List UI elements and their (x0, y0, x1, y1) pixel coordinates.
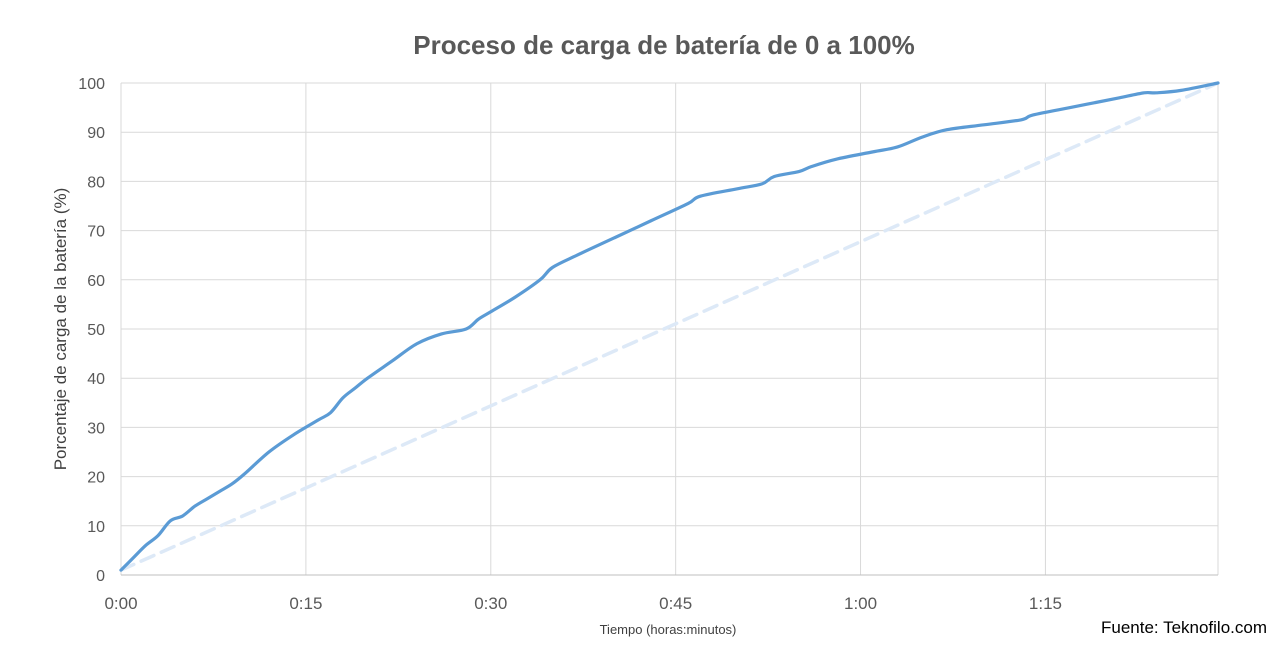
reference-linear-line (119, 81, 1220, 572)
x-tick-label: 1:00 (844, 594, 877, 613)
source-note: Fuente: Teknofilo.com (1101, 618, 1267, 637)
x-axis-label: Tiempo (horas:minutos) (600, 622, 737, 637)
chart-title: Proceso de carga de batería de 0 a 100% (413, 30, 914, 60)
x-tick-label: 0:30 (474, 594, 507, 613)
x-tick-label: 0:15 (289, 594, 322, 613)
x-tick-label: 0:00 (104, 594, 137, 613)
y-tick-label: 70 (87, 224, 105, 241)
y-tick-label: 0 (96, 568, 105, 585)
y-tick-label: 20 (87, 470, 105, 487)
x-tick-label: 0:45 (659, 594, 692, 613)
y-tick-label: 40 (87, 371, 105, 388)
x-tick-label: 1:15 (1029, 594, 1062, 613)
charge-curve-line (119, 81, 1220, 572)
series (119, 81, 1220, 572)
y-tick-label: 50 (87, 322, 105, 339)
y-tick-label: 90 (87, 125, 105, 142)
y-tick-label: 10 (87, 519, 105, 536)
y-tick-label: 60 (87, 273, 105, 290)
axes: 0 10 20 30 40 50 60 70 80 90 100 0:00 0:15 0:30 0:45 1:… (78, 76, 1218, 613)
y-axis-label: Porcentaje de carga de la batería (%) (51, 188, 70, 471)
y-tick-label: 100 (78, 76, 105, 93)
labels: Proceso de carga de batería de 0 a 100% … (51, 30, 915, 637)
y-tick-label: 30 (87, 420, 105, 437)
y-tick-label: 80 (87, 174, 105, 191)
